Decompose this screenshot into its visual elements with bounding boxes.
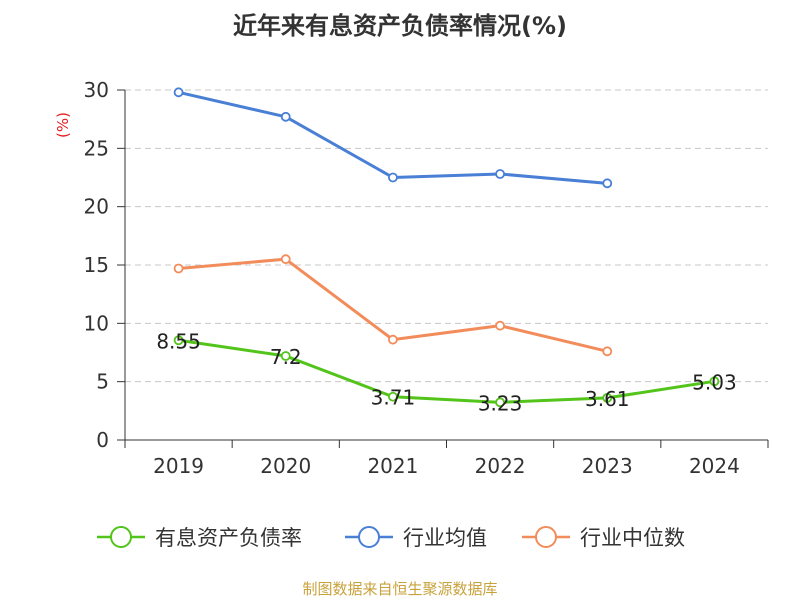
- data-label: 3.61: [585, 387, 630, 411]
- data-point: [388, 391, 398, 402]
- series-line: [177, 338, 716, 404]
- y-tick-label: 0: [96, 428, 109, 452]
- data-point: [495, 397, 505, 408]
- y-tick-label: 30: [84, 78, 109, 102]
- data-label: 7.2: [270, 345, 302, 369]
- x-tick-label: 2024: [689, 454, 740, 478]
- data-point: [280, 111, 291, 122]
- legend-marker: [535, 526, 557, 548]
- legend-label: 行业中位数: [580, 526, 685, 550]
- data-label: 5.03: [692, 370, 737, 394]
- data-point: [173, 87, 184, 98]
- data-point: [173, 263, 184, 274]
- y-tick-label: 10: [84, 311, 109, 335]
- y-tick-label: 25: [84, 136, 109, 160]
- data-point: [495, 320, 505, 331]
- data-point: [495, 169, 505, 179]
- data-point: [388, 172, 398, 183]
- data-point: [388, 334, 398, 345]
- legend-label: 行业均值: [403, 526, 487, 550]
- legend-label: 有息资产负债率: [155, 526, 302, 550]
- data-label: 3.23: [478, 391, 523, 415]
- chart-title: 近年来有息资产负债率情况(%): [233, 12, 567, 40]
- x-tick-label: 2019: [153, 454, 204, 478]
- data-label: 8.55: [156, 329, 201, 353]
- x-tick-label: 2021: [367, 454, 418, 478]
- data-point: [709, 376, 720, 387]
- data-point: [280, 254, 291, 265]
- y-tick-label: 20: [84, 195, 109, 219]
- x-tick-label: 2020: [260, 454, 311, 478]
- data-point: [280, 351, 291, 361]
- source-footer: 制图数据来自恒生聚源数据库: [302, 580, 498, 598]
- legend-marker: [110, 526, 132, 548]
- y-tick-label: 15: [84, 253, 109, 277]
- series-line: [177, 90, 609, 185]
- data-point: [602, 178, 613, 189]
- y-tick-label: 5: [96, 370, 109, 394]
- data-point: [173, 335, 184, 346]
- data-label: 3.71: [371, 386, 416, 410]
- x-tick-label: 2023: [582, 454, 633, 478]
- data-point: [602, 346, 613, 357]
- y-axis-label: (%): [54, 112, 72, 138]
- x-tick-label: 2022: [475, 454, 526, 478]
- data-point: [602, 392, 613, 403]
- legend-marker: [358, 526, 380, 548]
